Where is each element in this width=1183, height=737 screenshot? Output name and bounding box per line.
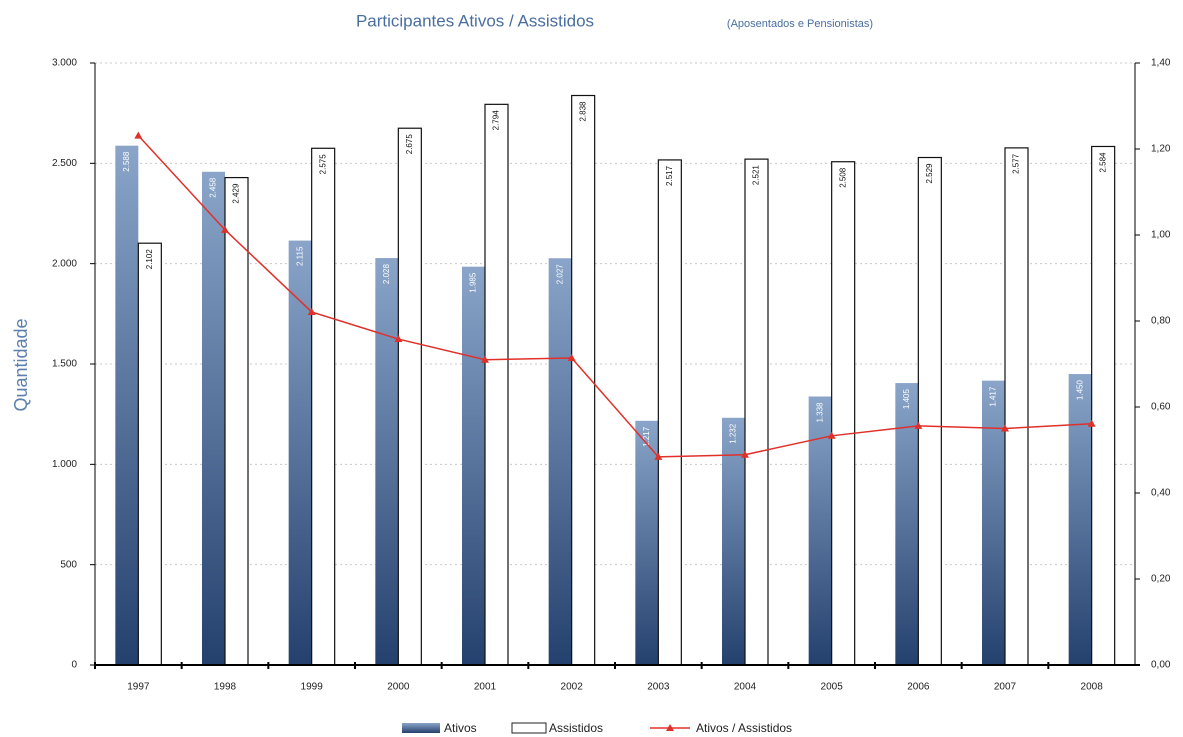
bar	[462, 266, 485, 665]
bar	[375, 258, 399, 665]
bar	[722, 417, 745, 665]
x-tick-label: 2008	[1081, 682, 1104, 693]
data-label: 2.838	[578, 101, 587, 122]
y2-tick-label: 0,60	[1151, 402, 1171, 413]
x-tick-label: 2001	[474, 682, 497, 693]
line-marker	[307, 307, 316, 315]
legend-swatch	[402, 723, 440, 733]
bar	[484, 103, 509, 666]
y2-tick-label: 1,00	[1151, 230, 1171, 241]
data-label: 2.675	[405, 134, 414, 155]
data-label: 2.517	[665, 165, 674, 186]
y2-tick-label: 0,80	[1151, 316, 1171, 327]
x-tick-label: 2006	[907, 682, 930, 693]
x-tick-label: 2004	[734, 682, 757, 693]
bar	[744, 158, 769, 666]
data-label: 2.027	[555, 264, 564, 285]
data-label: 2.588	[122, 151, 131, 172]
data-label: 2.575	[318, 154, 327, 175]
data-label: 1.450	[1075, 379, 1084, 400]
data-label: 2.794	[492, 110, 501, 131]
line-marker	[1087, 419, 1096, 427]
y2-tick-label: 1,40	[1151, 58, 1171, 69]
chart-subtitle: (Aposentados e Pensionistas)	[727, 18, 873, 30]
x-tick-label: 1999	[301, 682, 324, 693]
bar	[202, 171, 225, 665]
y2-tick-label: 0,40	[1151, 488, 1171, 499]
legend-label: Ativos	[444, 721, 477, 735]
data-label: 2.529	[925, 163, 934, 184]
data-label: 1.417	[989, 386, 998, 407]
data-label: 2.115	[295, 246, 304, 266]
x-tick-label: 2005	[821, 682, 844, 693]
line-marker	[221, 225, 229, 233]
y-tick-label: 2.500	[52, 158, 77, 169]
y2-tick-label: 0,20	[1151, 574, 1171, 585]
line-marker	[1001, 424, 1009, 432]
legend-swatch	[511, 722, 547, 734]
legend-swatch	[666, 724, 674, 731]
bar	[1004, 147, 1029, 666]
data-label: 2.102	[145, 249, 154, 270]
x-tick-label: 2000	[387, 682, 410, 693]
y-tick-label: 500	[60, 559, 77, 570]
legend: Ativos Assistidos Ativos / Assistidos	[402, 721, 792, 735]
bar	[635, 420, 659, 665]
x-tick-label: 2007	[994, 682, 1017, 693]
bar	[982, 380, 1005, 665]
legend-label: Ativos / Assistidos	[696, 721, 792, 735]
bar	[808, 396, 832, 665]
x-tick-label: 2003	[647, 682, 670, 693]
y-tick-label: 1.000	[52, 459, 77, 470]
bar	[115, 145, 139, 665]
bar	[224, 176, 249, 666]
y-tick-label: 1.500	[52, 359, 77, 370]
y-tick-label: 3.000	[52, 58, 77, 69]
x-tick-label: 1997	[127, 682, 150, 693]
line-marker	[567, 353, 576, 361]
data-label: 2.521	[752, 165, 761, 186]
data-label: 1.985	[469, 272, 478, 293]
data-label: 2.429	[232, 183, 241, 204]
bar	[397, 127, 422, 666]
bar	[895, 383, 919, 665]
x-tick-label: 2002	[561, 682, 584, 693]
line-marker	[481, 355, 489, 363]
bar	[1091, 145, 1116, 666]
line-marker	[741, 450, 749, 458]
line-marker	[394, 335, 403, 343]
data-label: 1.217	[642, 426, 651, 447]
data-label: 1.338	[815, 402, 824, 423]
line	[137, 135, 1092, 458]
bar	[917, 156, 942, 666]
bar	[831, 161, 856, 666]
data-label: 2.577	[1012, 153, 1021, 174]
y-axis-label: Quantidade	[11, 318, 31, 411]
y2-tick-label: 0,00	[1151, 660, 1171, 671]
bar	[657, 159, 682, 666]
bar	[311, 147, 336, 666]
line-marker	[914, 421, 923, 429]
data-label: 2.584	[1098, 152, 1107, 173]
data-label: 1.405	[902, 389, 911, 410]
line-marker	[654, 452, 663, 460]
bar	[288, 240, 312, 665]
data-label: 1.232	[729, 423, 738, 444]
y-tick-label: 2.000	[52, 258, 77, 269]
chart-title: Participantes Ativos / Assistidos	[356, 11, 594, 30]
bar	[548, 258, 572, 665]
data-label: 2.458	[209, 177, 218, 198]
data-label: 2.508	[838, 167, 847, 188]
bar	[137, 242, 162, 666]
x-tick-label: 1998	[214, 682, 237, 693]
legend-label: Assistidos	[549, 721, 603, 735]
data-label: 2.028	[382, 264, 391, 285]
line-marker	[827, 431, 836, 439]
line-marker	[134, 131, 143, 139]
y-tick-label: 0	[71, 660, 77, 671]
y2-tick-label: 1,20	[1151, 144, 1171, 155]
bar	[1068, 374, 1092, 665]
